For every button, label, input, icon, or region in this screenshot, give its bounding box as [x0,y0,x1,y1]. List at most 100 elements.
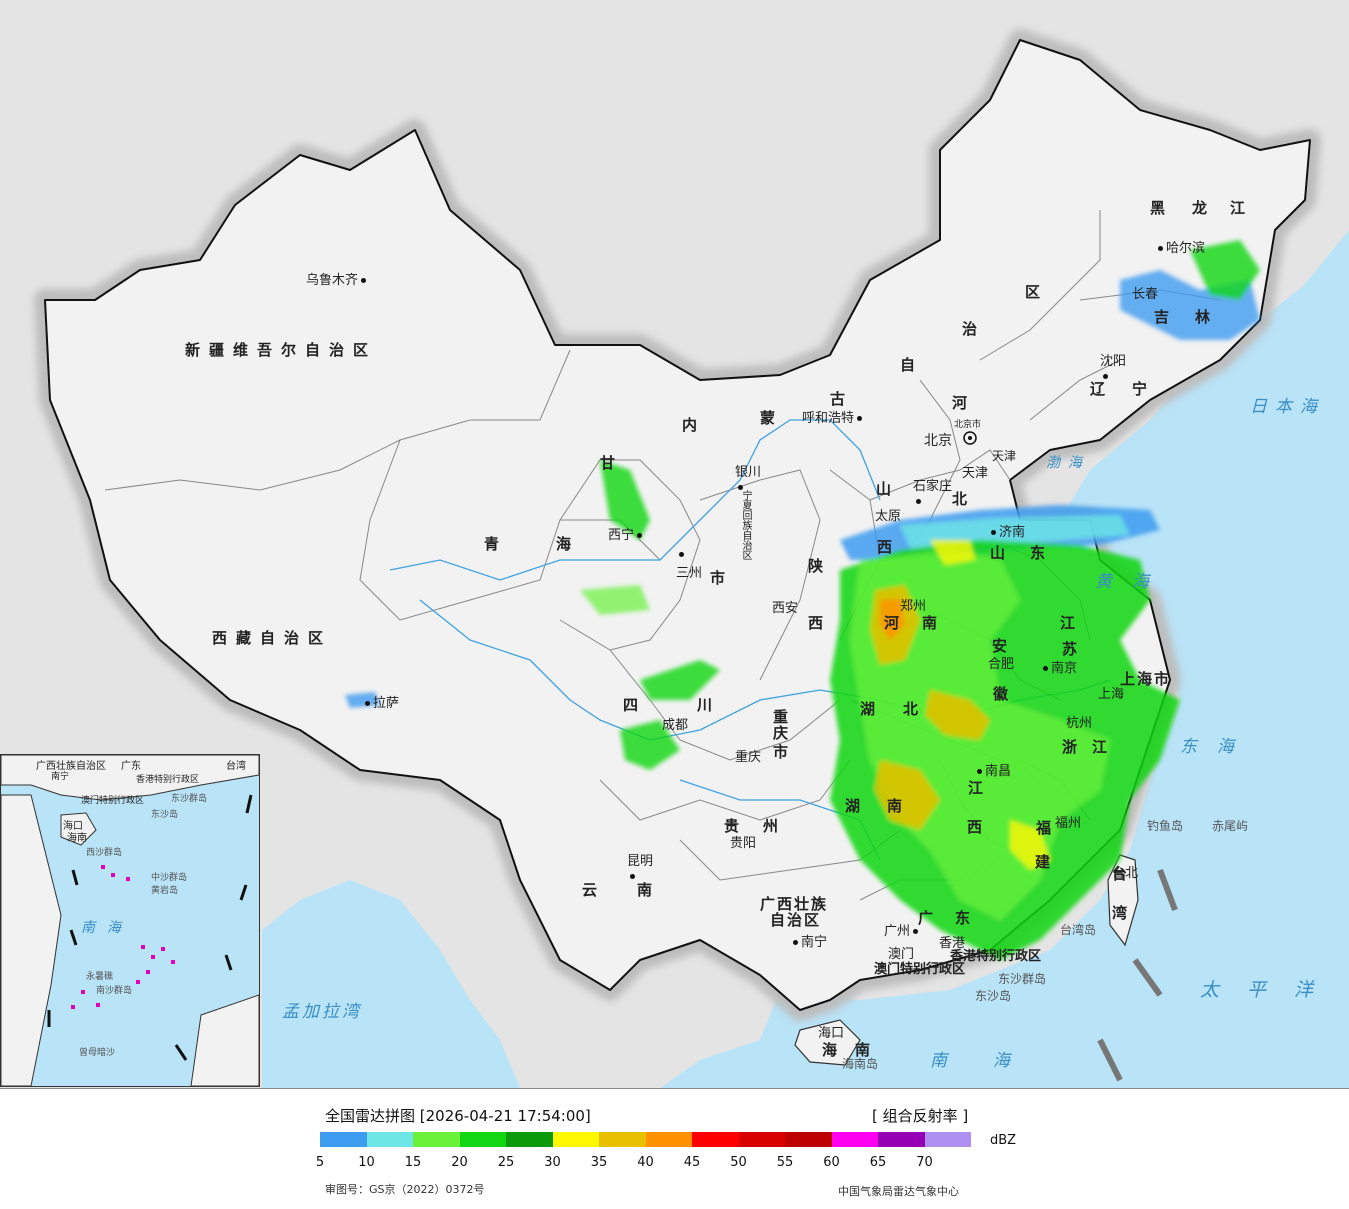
label-neimenggu-e: 治 [962,320,992,338]
city-tianjin: 天津 [962,462,988,481]
label-anhui-b: 徽 [993,685,1023,703]
island-dongsha: 东沙岛 [975,989,1012,1003]
colorbar-tick-label: 65 [869,1155,887,1170]
colorbar-tick-label: 35 [590,1155,608,1170]
label-hunan-a: 湖 [845,797,875,815]
label-sichuan-a: 四 [623,696,653,714]
city-dot [630,874,635,879]
sea-pacific: 太平洋 [1200,979,1342,1001]
inset-hainan-label: 海南 [67,833,87,844]
city-dot [738,485,743,490]
city-lhasa: 拉萨 [362,692,399,711]
inset-svg [0,754,260,1087]
label-guizhou-a: 贵 [724,817,754,835]
map-approval-number: 审图号：GS京（2022）0372号 [325,1183,485,1196]
beijing-capital-dot [968,436,972,440]
city-dot [793,940,798,945]
label-qinghai-a: 青 [484,535,514,553]
city-kunming: 昆明 [627,850,653,884]
colorbar-tick-label: 20 [451,1155,468,1170]
city-taiyuan-label: 太原 [875,509,902,524]
colorbar-tick-label: 55 [776,1155,794,1170]
city-macao-label: 澳门 [888,947,915,962]
label-tianjin-city: 天津 [992,449,1017,463]
city-xian: 西安 [772,597,798,616]
data-credit: 中国气象局雷达气象中心 [838,1185,959,1198]
label-hubei-b: 北 [903,700,933,718]
label-neimenggu-b: 蒙 [760,409,790,427]
label-qinghai-b: 海 [556,535,586,553]
label-jiangsu-b: 苏 [1062,640,1092,658]
label-guangdong-a: 广 [918,909,948,927]
label-heilongjiang-a: 黑 [1150,199,1180,217]
label-hebei-b: 北 [952,490,982,508]
sea-huanghai: 黄海 [1095,572,1169,592]
label-taiwan-a: 台 [1112,865,1142,883]
label-shanghai: 上海市 [1120,670,1172,688]
colorbar-tick-label: 25 [497,1155,515,1170]
label-hebei-a: 河 [952,394,982,412]
colorbar-unit: dBZ [990,1133,1017,1148]
colorbar-cell [738,1132,785,1147]
label-hainan-b: 南 [855,1041,885,1059]
sea-nanhai: 南海 [930,1051,1056,1071]
legend-title: 全国雷达拼图 [2026-04-21 17:54:00] [325,1107,591,1125]
inset-guangxi-label: 广西壮族自治区 [36,761,106,772]
inset-dongsha-label: 东沙岛 [151,810,179,820]
label-shaanxi-b: 西 [808,614,838,632]
label-taiwan-b: 湾 [1112,904,1142,922]
south-china-sea-inset: 广西壮族自治区 广东 台湾 南宁 香港特别行政区 澳门特别行政区 东沙群岛 东沙… [0,754,260,1087]
city-hohhot-label: 呼和浩特 [802,411,855,426]
label-chongqing-a: 重 [773,708,803,726]
city-chengdu-label: 成都 [662,718,689,733]
sea-donghai: 东海 [1180,737,1254,757]
city-jinan: 济南 [988,521,1025,540]
city-yinchuan-label: 银川 [735,465,762,480]
colorbar-tick-label: 40 [637,1155,654,1170]
inset-huangyan-label: 黄岩岛 [151,886,179,896]
city-nanchang-label: 南昌 [985,764,1012,779]
label-liaoning-b: 宁 [1132,380,1162,398]
city-shenyang: 沈阳 [1100,350,1126,384]
city-zhengzhou-label: 郑州 [900,599,927,614]
label-heilongjiang-b: 龙 [1192,199,1222,217]
inset-dongsha-qd-label: 东沙群岛 [171,794,208,804]
city-taibei: 台北 [1112,862,1138,881]
taiwan-island [1107,854,1139,947]
city-urumqi: 乌鲁木齐 [306,269,369,288]
city-dot [361,278,367,283]
label-xinjiang: 新疆维吾尔自治区 [185,341,378,359]
city-guangzhou: 广州 [884,920,921,939]
sea-japan: 日本海 [1250,397,1325,417]
colorbar-tick-label: 15 [404,1155,422,1170]
label-shandong-b: 东 [1030,544,1060,562]
legend-panel: 全国雷达拼图 [2026-04-21 17:54:00] [ 组合反射率 ] 5… [0,1088,1349,1209]
inset-yongshu-label: 永暑礁 [86,972,114,982]
city-jinan-label: 济南 [999,525,1026,540]
city-yinchuan: 银川 [735,461,761,495]
colorbar-tick-label: 45 [683,1155,701,1170]
colorbar-tick-label: 30 [544,1155,561,1170]
colorbar-cell [692,1132,739,1147]
city-haikou-label: 海口 [818,1026,845,1041]
inset-taiwan-label: 台湾 [226,761,246,772]
city-changchun-label: 长春 [1132,287,1159,302]
city-nanchang: 南昌 [974,760,1011,779]
radar-map: 广西壮族自治区 广东 台湾 南宁 香港特别行政区 澳门特别行政区 东沙群岛 东沙… [0,0,1349,1088]
colorbar-cell [506,1132,553,1147]
colorbar-cell [831,1132,878,1147]
city-guiyang-label: 贵阳 [730,836,757,851]
city-xining-label: 西宁 [608,528,635,543]
inset-xisha-label: 西沙群岛 [86,848,123,858]
city-lanzhou-label: 三州 [676,566,703,581]
label-tibet: 西藏自治区 [212,629,333,647]
label-sichuan-b: 川 [697,696,727,714]
city-dot [991,530,996,535]
city-guangzhou-label: 广州 [884,924,911,939]
colorbar-tick-label: 10 [358,1155,375,1170]
city-urumqi-label: 乌鲁木齐 [306,273,359,288]
city-shanghai-label: 上海 [1098,687,1125,702]
inset-zhongsha-label: 中沙群岛 [151,873,188,883]
label-jilin-b: 林 [1195,308,1225,326]
city-chongqing: 重庆 [735,746,761,765]
